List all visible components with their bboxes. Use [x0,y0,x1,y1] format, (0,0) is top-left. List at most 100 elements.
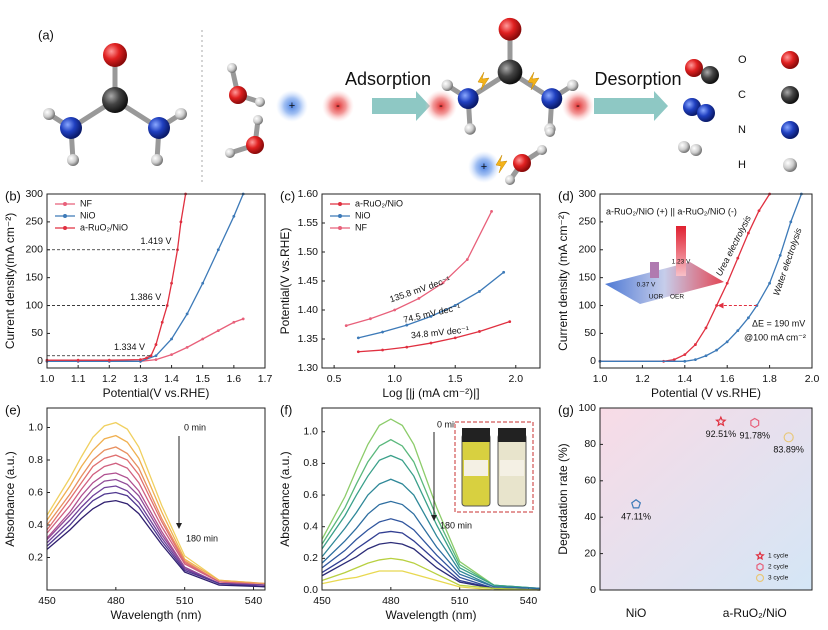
y-tick-label: 250 [578,216,596,228]
x-tick-label: 1.6 [227,373,242,385]
y-axis-label: Current density (mA cm⁻²) [556,211,570,351]
point [490,210,493,213]
x-tick-label: 480 [382,595,400,607]
annotation: @100 mA cm⁻² [744,332,806,342]
x-tick-label: 510 [451,595,469,607]
panel-label: (c) [280,188,295,203]
x-axis-label: Log [|j (mA cm⁻²)|] [382,386,479,400]
series-line [321,541,541,591]
x-tick-label: a-RuO₂/NiO [723,606,787,620]
series-line [46,434,266,585]
atom [683,98,701,116]
point [478,290,481,293]
marker [715,415,727,427]
y-tick-label: 0.4 [28,519,43,531]
legend-marker [338,202,342,206]
point [381,348,384,352]
x-tick-label: 540 [520,595,538,607]
atom [678,141,690,153]
point [715,348,718,352]
y-tick-label: 150 [25,271,43,283]
x-tick-label: 1.8 [762,373,777,385]
x-tick-label: 1.4 [677,373,692,385]
curve-label: Water electrolysis [771,226,804,297]
y-axis-label: Degradation rate (%) [556,443,570,554]
ion-sign: - [576,100,580,112]
point [441,281,445,285]
x-tick-label: 480 [107,595,125,607]
y-tick-label: 0.0 [303,584,318,596]
atom [246,136,264,154]
point [778,253,782,257]
annotation: OER [670,294,684,301]
point [429,341,433,345]
legend-marker [755,550,765,561]
series-line [321,500,541,590]
data-label: 92.51% [706,429,737,439]
plot-frame [46,193,266,369]
y-tick-label: 1.50 [298,246,319,258]
x-tick-label: 0.5 [327,373,342,385]
step-label: Desorption [594,69,681,89]
point [154,343,158,346]
point [704,326,708,330]
lightning [477,71,490,91]
y-tick-label: 0.2 [303,552,318,564]
point [508,320,512,323]
plot-frame [599,407,813,591]
legend-marker [755,573,765,583]
annotation: 74.5 mV dec⁻¹ [402,302,461,325]
point [453,303,457,307]
annotation: a-RuO₂/NiO (+) || a-RuO₂/NiO (-) [606,206,737,216]
point [201,281,205,285]
y-tick-label: 40 [584,511,596,523]
y-tick-label: 250 [25,216,43,228]
vial-label [464,460,488,476]
point [747,316,750,320]
atom [498,17,522,41]
atom [690,144,702,156]
legend-marker [338,226,342,230]
atom [43,108,55,120]
data-label: 83.89% [773,445,804,455]
point [369,317,372,321]
panel-label: (g) [558,402,574,417]
annotation: 1.23 V [672,259,691,266]
atom [229,86,247,104]
annotation: 180 min [440,520,472,530]
y-tick-label: 1.0 [28,421,43,433]
point [725,281,729,285]
series-line [321,557,541,591]
y-tick-label: 0.4 [303,520,318,532]
legend-label: a-RuO₂/NiO [355,198,403,208]
atom [537,145,547,155]
y-tick-label: 0.8 [303,457,318,469]
annotation: 1.386 V [130,292,161,302]
y-tick-label: 80 [584,438,596,450]
x-tick-label: 1.7 [258,373,273,385]
legend-label: NF [80,198,92,208]
y-tick-label: 0 [590,584,596,596]
legend-marker [63,214,67,218]
point [757,209,761,213]
ion-glow [276,90,308,122]
annotation: 1.419 V [140,236,171,246]
point [393,308,397,312]
x-tick-label: NiO [626,606,647,620]
ion-sign: - [439,100,443,112]
y-tick-label: 200 [578,244,596,256]
y-tick-label: 1.40 [298,304,319,316]
atom [781,51,799,69]
atom [697,104,715,122]
point [232,214,236,218]
inset-bar [676,226,686,276]
series-line [47,318,244,362]
lightning [527,71,540,91]
point [107,358,111,362]
plot-frame [321,407,541,591]
point [145,356,149,360]
point [736,329,740,333]
atom [67,154,79,166]
series-line [321,570,540,591]
